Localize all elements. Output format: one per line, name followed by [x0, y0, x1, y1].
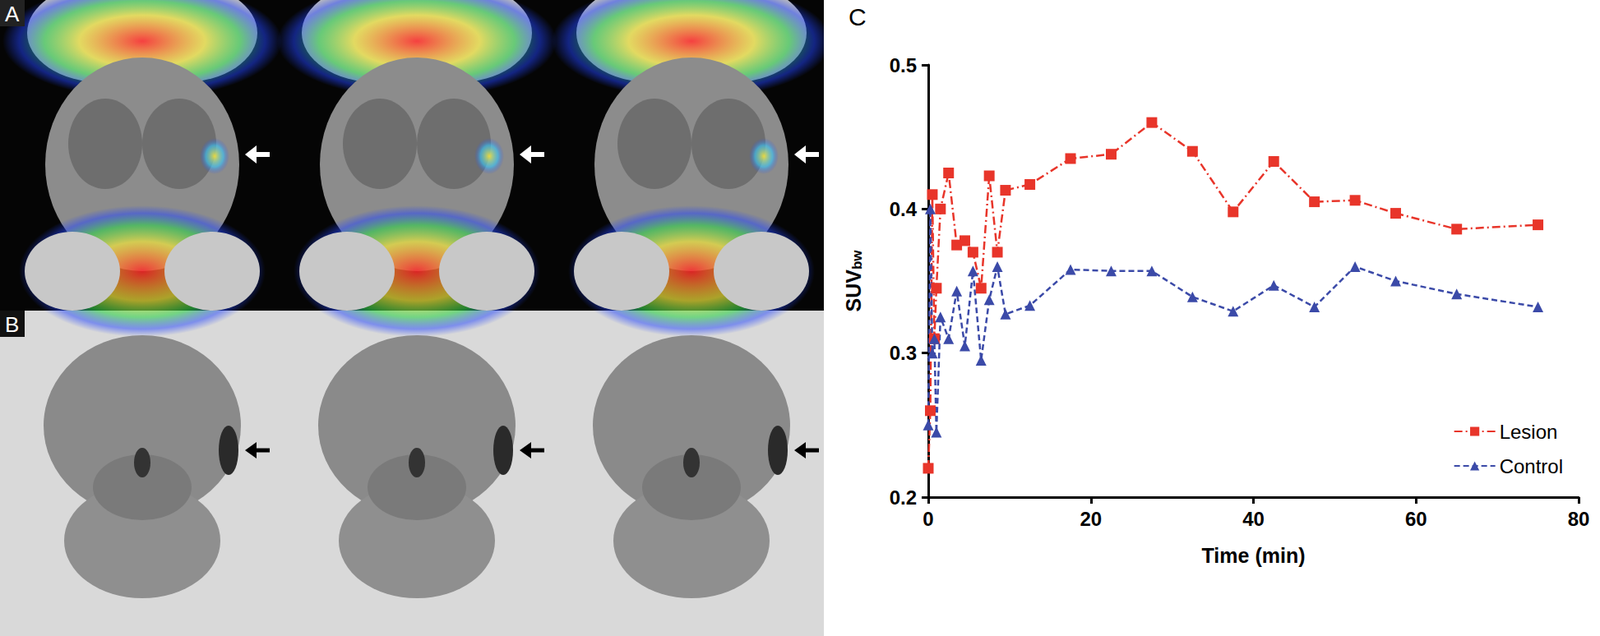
svg-text:80: 80: [1567, 508, 1591, 531]
svg-text:Lesion: Lesion: [1499, 420, 1559, 444]
svg-text:40: 40: [1242, 508, 1265, 531]
svg-text:Time (min): Time (min): [1202, 544, 1306, 568]
svg-text:bw: bw: [849, 249, 865, 270]
svg-text:20: 20: [1079, 508, 1102, 531]
svg-text:0.4: 0.4: [889, 198, 918, 221]
svg-text:B: B: [4, 312, 19, 338]
svg-text:SUV: SUV: [841, 269, 865, 313]
svg-text:0.2: 0.2: [889, 486, 917, 509]
svg-text:60: 60: [1405, 508, 1428, 531]
svg-text:0.3: 0.3: [889, 342, 917, 365]
svg-text:0.5: 0.5: [889, 54, 917, 77]
svg-text:Control: Control: [1499, 455, 1564, 478]
svg-text:0: 0: [922, 508, 934, 531]
svg-text:A: A: [4, 1, 20, 27]
html-text:C: C: [848, 3, 867, 31]
